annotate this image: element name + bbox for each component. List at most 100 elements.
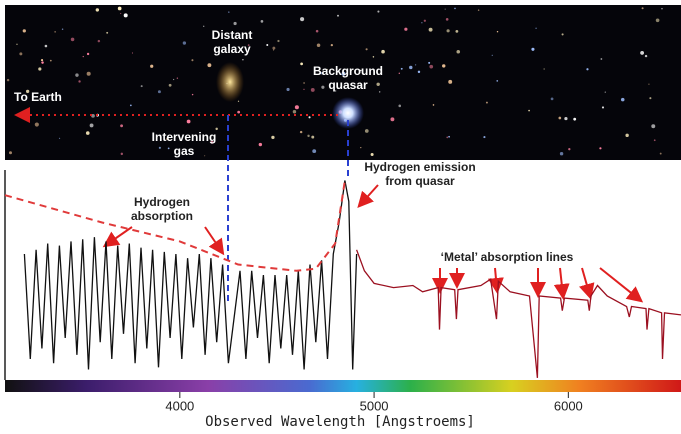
star: [586, 68, 588, 70]
star: [418, 71, 420, 73]
star: [173, 79, 174, 80]
star: [303, 82, 304, 83]
star: [41, 61, 43, 63]
star: [366, 48, 368, 50]
star: [492, 55, 493, 56]
star: [307, 135, 309, 137]
star: [7, 79, 9, 81]
x-axis-label: Observed Wavelength [Angstroems]: [205, 414, 475, 430]
star: [660, 153, 662, 155]
star: [433, 104, 435, 106]
star: [169, 84, 172, 87]
x-tick-label: 4000: [165, 398, 194, 413]
star: [379, 91, 380, 92]
star: [192, 94, 193, 95]
star: [45, 45, 48, 48]
star: [429, 28, 433, 32]
star: [87, 72, 91, 76]
star: [428, 62, 430, 64]
star: [371, 153, 374, 156]
star: [401, 68, 403, 70]
galaxy: [216, 62, 244, 102]
star: [455, 30, 458, 33]
star: [456, 50, 460, 54]
star: [118, 7, 122, 11]
star: [478, 9, 479, 10]
spectrum-line: [5, 181, 345, 271]
star: [96, 8, 99, 11]
star: [496, 80, 498, 82]
color-bar: [5, 380, 681, 392]
star: [293, 110, 296, 113]
star: [656, 18, 660, 22]
star: [654, 139, 656, 141]
star: [23, 29, 26, 32]
star: [568, 148, 570, 150]
annotation: To Earth: [14, 90, 62, 104]
star: [429, 65, 433, 69]
star: [183, 41, 186, 44]
star: [159, 147, 161, 149]
annotation: Distant: [212, 28, 253, 42]
star: [168, 148, 170, 150]
star: [59, 138, 60, 139]
star: [83, 56, 84, 57]
star: [86, 131, 90, 135]
star: [331, 44, 333, 46]
star: [90, 123, 94, 127]
star: [321, 86, 324, 89]
star: [207, 63, 211, 67]
star: [228, 11, 229, 12]
star: [177, 78, 178, 79]
star: [54, 31, 55, 32]
star: [544, 68, 545, 69]
star: [528, 110, 530, 112]
star: [409, 66, 412, 69]
star: [75, 73, 78, 76]
star: [377, 11, 379, 13]
star: [203, 26, 204, 27]
star: [399, 73, 400, 74]
star: [651, 124, 655, 128]
star: [649, 97, 651, 99]
star: [415, 64, 416, 65]
star: [648, 84, 649, 85]
annotation: galaxy: [213, 42, 251, 56]
annotation: Background: [313, 64, 383, 78]
star: [551, 98, 554, 101]
star: [300, 62, 303, 65]
star: [564, 117, 567, 120]
star: [376, 83, 379, 86]
annotation: Hydrogen emission: [364, 160, 475, 174]
annotation: quasar: [328, 78, 368, 92]
star: [242, 59, 243, 60]
star: [421, 22, 422, 23]
star: [560, 152, 563, 155]
star: [71, 38, 75, 42]
star: [272, 47, 275, 50]
star: [62, 29, 63, 30]
star: [233, 22, 236, 25]
star: [130, 104, 132, 106]
annotation: from quasar: [385, 174, 455, 188]
star: [447, 29, 450, 32]
star: [562, 33, 564, 35]
star: [132, 52, 133, 53]
star: [300, 131, 302, 133]
star: [120, 13, 121, 14]
star: [446, 18, 449, 21]
star: [300, 17, 304, 21]
star: [16, 44, 17, 45]
star: [19, 52, 22, 55]
star: [38, 67, 41, 70]
star: [187, 120, 191, 124]
star: [424, 20, 426, 22]
star: [599, 147, 601, 149]
star: [277, 40, 279, 42]
annotation: Hydrogen: [134, 195, 190, 209]
star: [398, 105, 401, 108]
star: [41, 59, 43, 61]
star: [124, 13, 128, 17]
star: [311, 136, 314, 139]
star: [273, 50, 274, 51]
